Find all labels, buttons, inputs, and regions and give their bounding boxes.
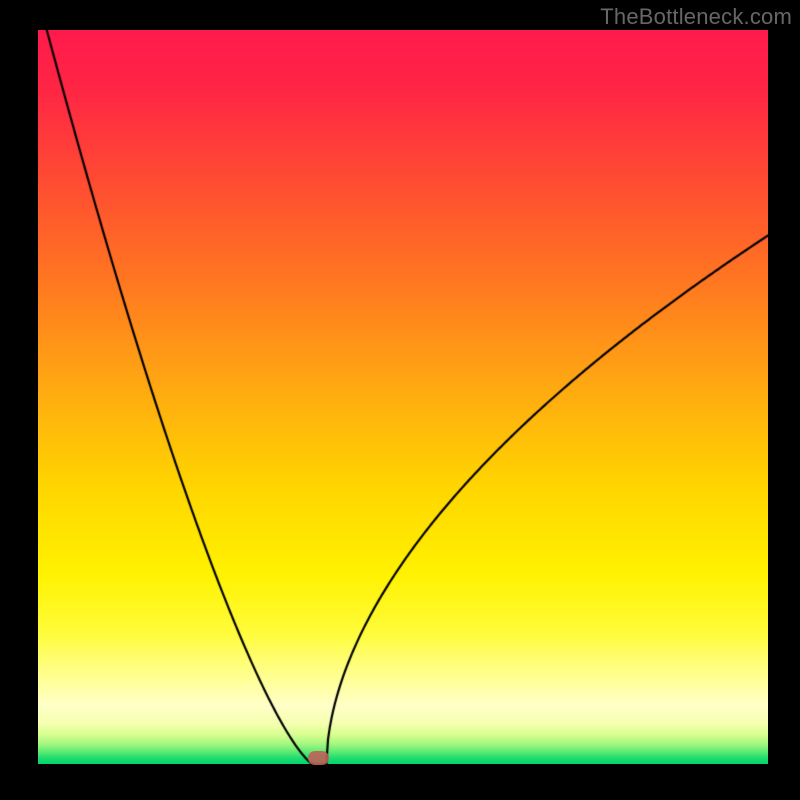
plot-area bbox=[38, 30, 768, 764]
watermark-text: TheBottleneck.com bbox=[600, 4, 792, 30]
bottleneck-curve bbox=[38, 30, 768, 764]
chart-container: TheBottleneck.com bbox=[0, 0, 800, 800]
optimum-marker bbox=[308, 751, 329, 765]
